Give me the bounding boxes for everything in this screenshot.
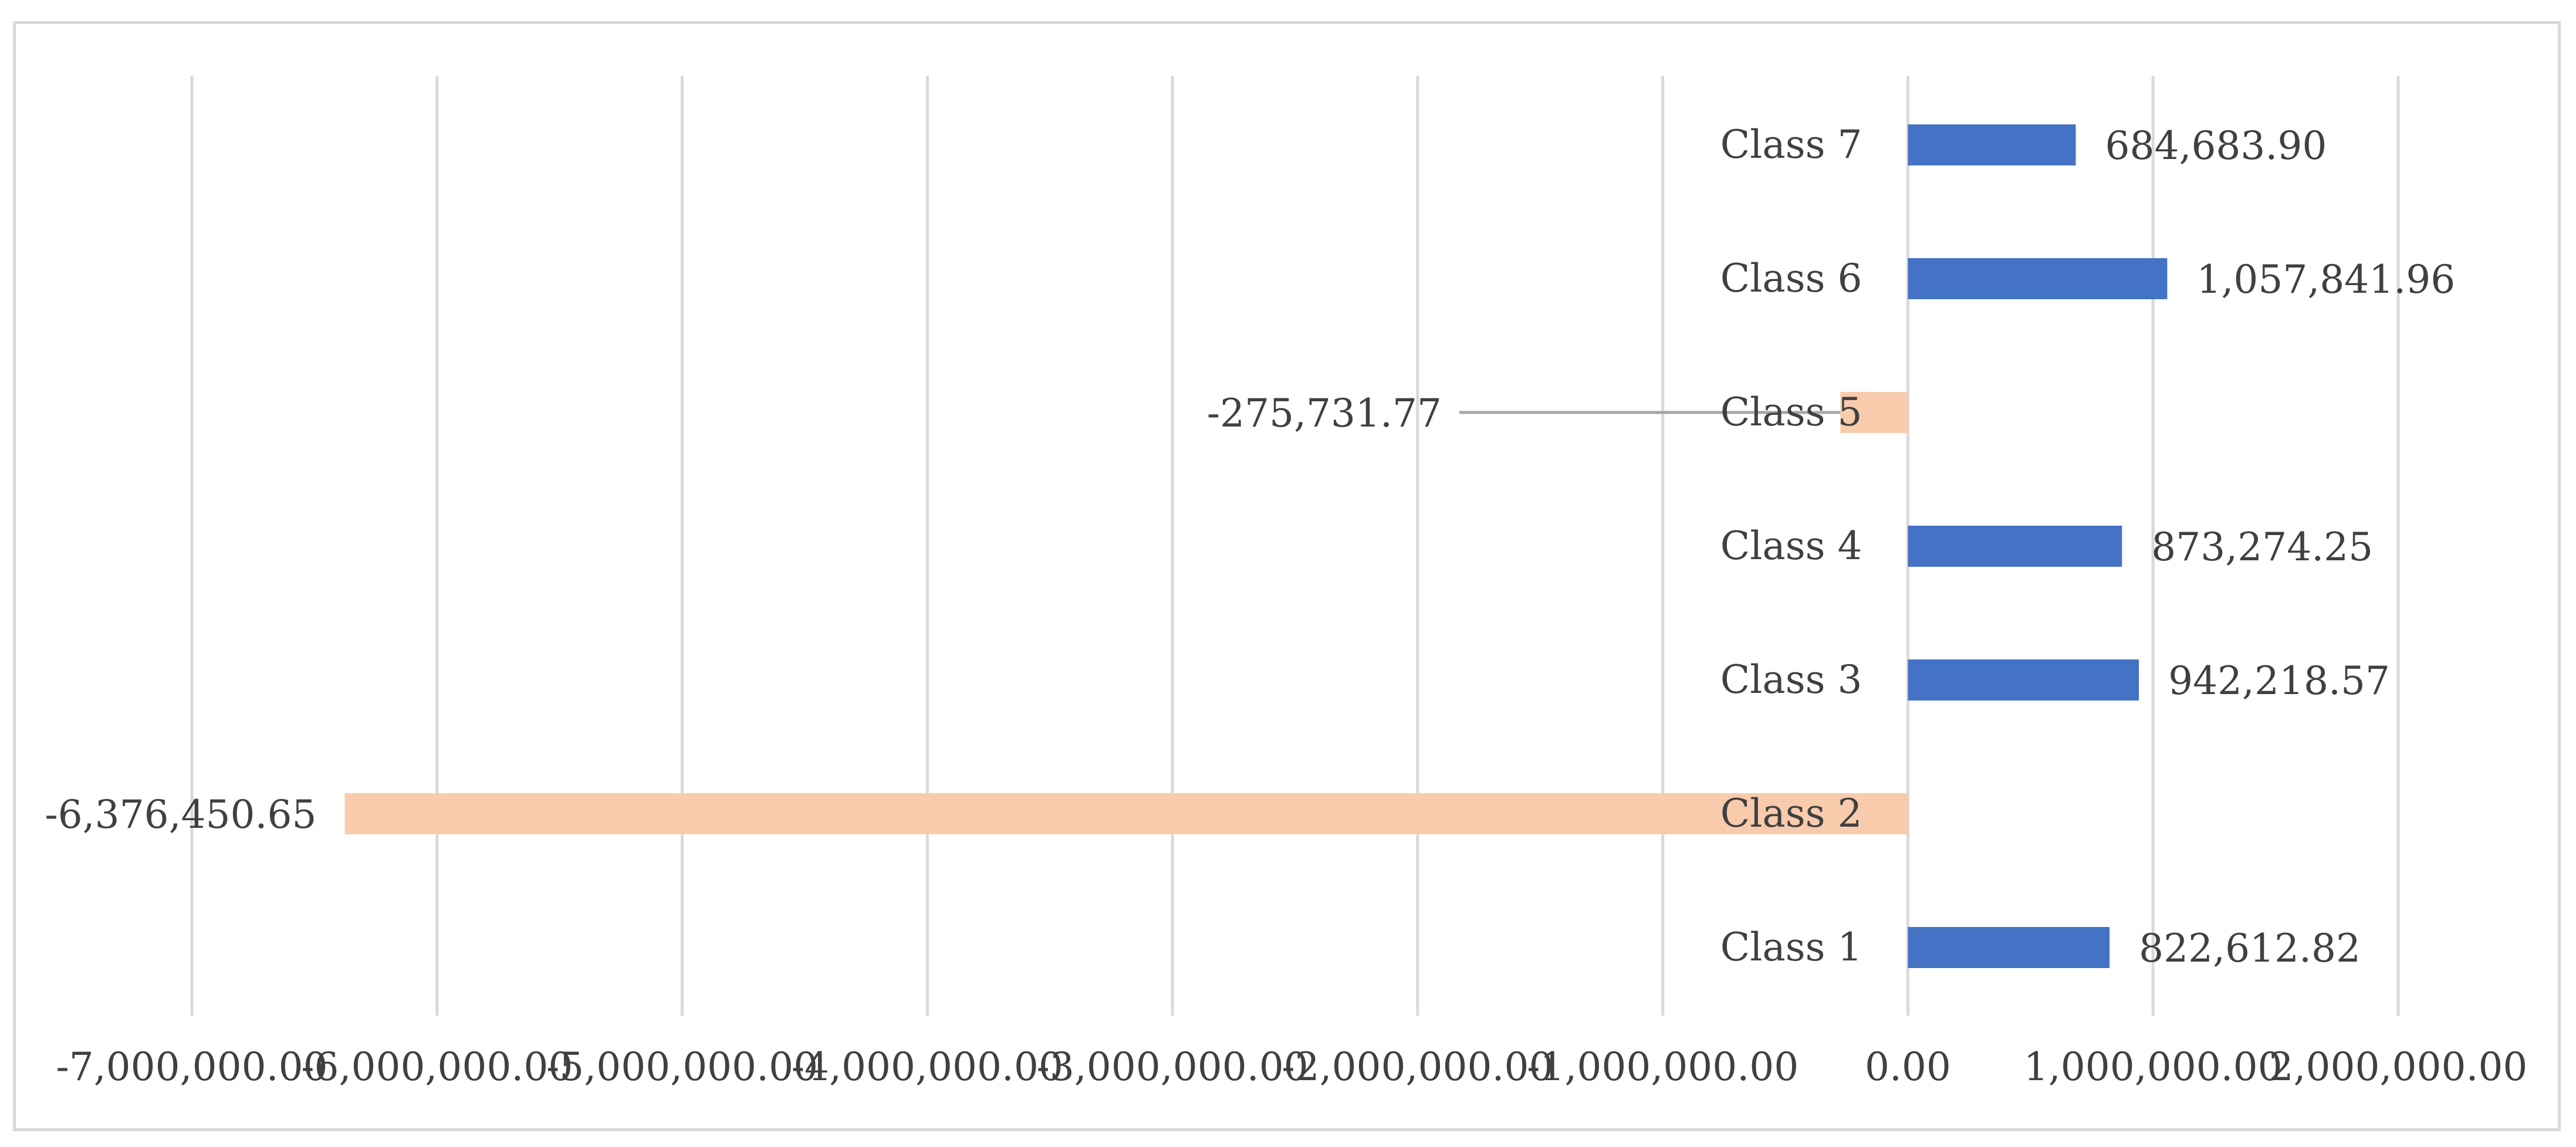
bar-class-5 [1840,392,1908,433]
x-tick-label: -6,000,000.00 [301,1044,573,1090]
bar-class-6 [1908,258,2168,299]
bars [344,124,2168,968]
bar-class-1 [1908,927,2110,968]
x-tick-label: -2,000,000.00 [1282,1044,1553,1090]
x-tick-label: -3,000,000.00 [1037,1044,1309,1090]
chart-frame: Class 1 Class 2 Class 3 Class 4 Class 5 Class… [13,21,2561,1131]
x-tick-label: 1,000,000.00 [2024,1044,2283,1090]
category-label: Class 6 [1720,256,1862,301]
category-label: Class 4 [1720,523,1862,569]
data-label: 822,612.82 [2139,926,2361,971]
bar-class-4 [1908,526,2122,567]
x-tick-label: 0.00 [1865,1044,1951,1090]
x-tick-label: -1,000,000.00 [1527,1044,1799,1090]
data-label: -275,731.77 [1207,391,1442,436]
x-tick-label: 2,000,000.00 [2269,1044,2528,1090]
x-tick-label: -4,000,000.00 [792,1044,1063,1090]
category-label: Class 3 [1720,657,1862,702]
category-label: Class 1 [1720,925,1862,970]
category-label: Class 2 [1720,791,1862,836]
x-tick-label: -5,000,000.00 [546,1044,818,1090]
bar-class-3 [1908,659,2139,701]
gridlines [190,76,2400,1016]
category-label: Class 7 [1720,122,1862,167]
category-labels: Class 1 Class 2 Class 3 Class 4 Class 5 Class… [1720,122,1862,970]
data-label: 942,218.57 [2168,658,2390,703]
data-label: 1,057,841.96 [2196,257,2455,302]
data-label: -6,376,450.65 [45,792,316,837]
x-tick-label: -7,000,000.00 [56,1044,327,1090]
data-label: 873,274.25 [2151,525,2373,570]
bar-chart: Class 1 Class 2 Class 3 Class 4 Class 5 Class… [45,76,2527,1090]
data-label: 684,683.90 [2105,123,2327,168]
category-label: Class 5 [1720,390,1862,435]
data-labels: 822,612.82 -6,376,450.65 942,218.57 873,274… [45,123,2455,971]
bar-class-2 [344,793,1908,834]
x-axis-tick-labels: -7,000,000.00-6,000,000.00-5,000,000.00-… [56,1044,2527,1090]
bar-class-7 [1908,124,2076,165]
